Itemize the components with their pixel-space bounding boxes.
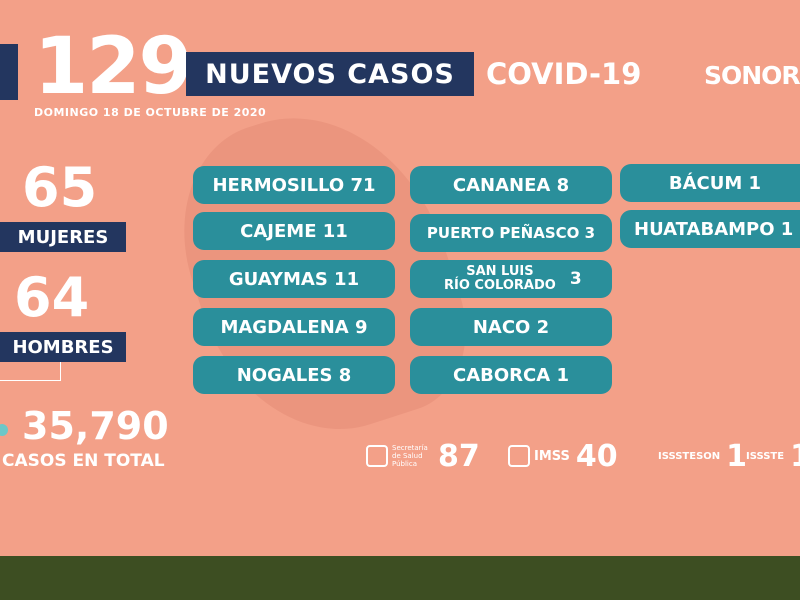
- municipality-name: SAN LUIS RÍO COLORADO: [444, 265, 556, 293]
- municipality-pill-nogales: NOGALES 8: [193, 356, 395, 394]
- imss-name: IMSS: [534, 448, 570, 464]
- total-cases-count: 35,790: [22, 404, 169, 448]
- women-label: MUJERES: [0, 222, 126, 252]
- header-accent-block: [0, 44, 18, 100]
- issstesson-count: 1: [726, 438, 748, 474]
- ssa-logo-icon: [366, 445, 388, 467]
- municipality-pill-caborca: CABORCA 1: [410, 356, 612, 394]
- municipality-name-line1: SAN LUIS: [466, 264, 534, 279]
- report-date: DOMINGO 18 DE OCTUBRE DE 2020: [34, 106, 267, 119]
- institution-imss: IMSS 40: [508, 436, 618, 476]
- ssa-name: Secretaría de Salud Pública: [392, 444, 428, 468]
- connector-line: [0, 362, 61, 381]
- municipality-pill-bacum: BÁCUM 1: [620, 164, 800, 202]
- institution-issste: ISSSTE 1: [746, 436, 800, 476]
- issstesson-name: ISSSTESON: [658, 450, 721, 462]
- infographic-screen: 129 NUEVOS CASOS COVID-19 SONORA DOMINGO…: [0, 0, 800, 556]
- covid-subtitle: COVID-19: [486, 57, 642, 91]
- imss-logo-icon: [508, 445, 530, 467]
- men-label: HOMBRES: [0, 332, 126, 362]
- men-count: 64: [14, 266, 90, 329]
- municipality-pill-puerto-penasco: PUERTO PEÑASCO 3: [410, 214, 612, 252]
- bottom-bar: [0, 556, 800, 600]
- total-cases-label: CASOS EN TOTAL: [2, 451, 165, 471]
- imss-count: 40: [575, 438, 618, 474]
- municipality-count: 3: [569, 269, 582, 289]
- total-bullet-icon: [0, 424, 8, 436]
- municipality-pill-hermosillo: HERMOSILLO 71: [193, 166, 395, 204]
- municipality-pill-huatabampo: HUATABAMPO 1: [620, 210, 800, 248]
- institution-ssa: Secretaría de Salud Pública 87: [366, 436, 480, 476]
- issste-count: 1: [790, 439, 800, 474]
- women-count: 65: [22, 156, 98, 219]
- municipality-pill-cananea: CANANEA 8: [410, 166, 612, 204]
- sonora-logo: SONORA: [704, 61, 800, 90]
- title-banner: NUEVOS CASOS: [186, 52, 474, 96]
- municipality-pill-naco: NACO 2: [410, 308, 612, 346]
- municipality-pill-magdalena: MAGDALENA 9: [193, 308, 395, 346]
- issste-name: ISSSTE: [746, 450, 785, 462]
- new-cases-count: 129: [34, 22, 193, 112]
- municipality-pill-san-luis-rio-colorado: SAN LUIS RÍO COLORADO 3: [410, 260, 612, 298]
- municipality-pill-cajeme: CAJEME 11: [193, 212, 395, 250]
- municipality-pill-guaymas: GUAYMAS 11: [193, 260, 395, 298]
- ssa-count: 87: [438, 438, 480, 474]
- institution-issstesson: ISSSTESON 1: [658, 436, 747, 476]
- title-text: NUEVOS CASOS: [205, 58, 455, 90]
- municipality-name-line2: RÍO COLORADO: [444, 278, 556, 293]
